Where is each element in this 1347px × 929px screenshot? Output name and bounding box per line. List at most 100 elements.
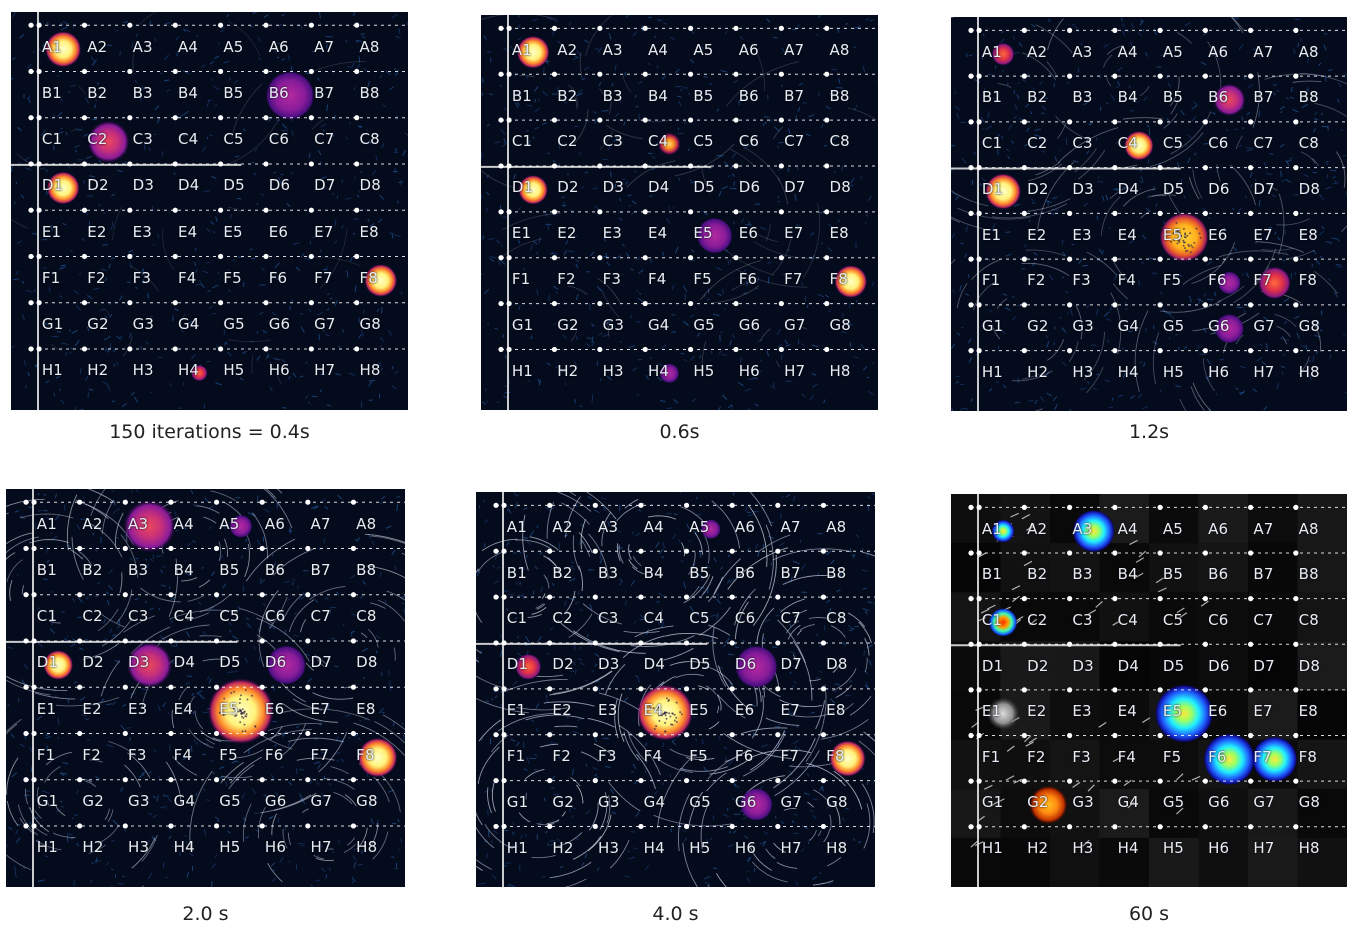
grid-dot bbox=[729, 732, 735, 738]
blob-H4 bbox=[191, 364, 208, 382]
grid-dot bbox=[1248, 210, 1254, 216]
grid-dot bbox=[350, 684, 357, 690]
grid-dot bbox=[28, 346, 34, 352]
grid-dot bbox=[354, 68, 360, 75]
grid-cell-label: A2 bbox=[87, 37, 108, 56]
grid-dot bbox=[778, 117, 784, 123]
grid-cell-label: A3 bbox=[128, 514, 149, 533]
grid-cell-label: B2 bbox=[552, 563, 573, 582]
grid-dot bbox=[733, 163, 739, 169]
grid-dot bbox=[308, 300, 314, 306]
grid-dot bbox=[968, 348, 974, 354]
grid-dot bbox=[127, 346, 133, 352]
grid-dot bbox=[172, 253, 178, 260]
grid-dot bbox=[506, 300, 512, 307]
grid-cell-label: C4 bbox=[177, 130, 199, 149]
grid-dot bbox=[308, 161, 314, 167]
grid-dot bbox=[733, 255, 739, 261]
grid-dot bbox=[1248, 256, 1254, 262]
grid-cell-label: A7 bbox=[780, 517, 801, 536]
grid-cell-label: F4 bbox=[173, 745, 193, 764]
grid-dot bbox=[968, 641, 974, 647]
grid-cell-label: C6 bbox=[268, 130, 290, 149]
grid-dot bbox=[498, 163, 504, 169]
grid-dot bbox=[218, 300, 224, 306]
grid-dot bbox=[263, 115, 269, 121]
grid-dot bbox=[1067, 641, 1073, 647]
grid-cell-label: F2 bbox=[1027, 271, 1046, 290]
grid-cell-label: G4 bbox=[643, 792, 666, 811]
grid-cell-label: B6 bbox=[268, 83, 289, 102]
grid-cell-label: C3 bbox=[1072, 610, 1093, 629]
grid-cell-label: F8 bbox=[1298, 747, 1318, 766]
grid-cell-label: A5 bbox=[219, 514, 240, 533]
grid-dot bbox=[775, 823, 781, 830]
grid-dot bbox=[501, 502, 507, 508]
grid-cell-label: B4 bbox=[643, 563, 664, 582]
grid-dot bbox=[775, 777, 781, 784]
grid-cell-label: E4 bbox=[647, 224, 668, 243]
grid-dot bbox=[501, 594, 507, 600]
grid-cell-label: E1 bbox=[41, 222, 62, 241]
grid-dot bbox=[976, 348, 982, 354]
grid-dot bbox=[820, 548, 827, 554]
grid-dot bbox=[493, 732, 499, 738]
grid-dot bbox=[642, 300, 648, 307]
grid-dot bbox=[127, 300, 133, 306]
grid-dot bbox=[683, 640, 690, 646]
blob-G6 bbox=[739, 788, 773, 821]
grid-dot bbox=[493, 823, 499, 830]
grid-cell-label: B5 bbox=[1162, 88, 1184, 107]
grid-dot bbox=[968, 550, 974, 556]
grid-cell-label: G8 bbox=[826, 792, 848, 811]
grid-cell-label: D7 bbox=[1253, 179, 1275, 198]
grid-cell-label: E7 bbox=[1253, 702, 1273, 721]
grid-dot bbox=[1202, 73, 1208, 79]
grid-dot bbox=[305, 638, 311, 644]
grid-cell-label: G4 bbox=[1117, 317, 1140, 336]
grid-cell-label: G2 bbox=[552, 792, 574, 811]
grid-cell-label: A1 bbox=[36, 514, 58, 533]
grid-dot bbox=[597, 300, 603, 307]
grid-dot bbox=[729, 594, 735, 600]
grid-dot bbox=[729, 502, 735, 508]
grid-cell-label: C7 bbox=[1253, 134, 1274, 153]
grid-dot bbox=[1021, 256, 1027, 262]
grid-cell-label: F6 bbox=[268, 268, 288, 287]
grid-cell-label: E1 bbox=[36, 699, 57, 718]
grid-dot bbox=[23, 638, 29, 644]
grid-cell-label: A1 bbox=[981, 42, 1003, 61]
grid-cell-label: F1 bbox=[506, 747, 526, 766]
grid-dot bbox=[501, 548, 507, 554]
grid-dot bbox=[1021, 732, 1027, 739]
grid-dot bbox=[350, 638, 357, 644]
grid-dot bbox=[976, 641, 982, 647]
grid-dot bbox=[638, 686, 644, 692]
grid-dot bbox=[968, 732, 974, 739]
grid-cell-label: F5 bbox=[223, 268, 242, 287]
grid-cell-label: B1 bbox=[41, 83, 63, 102]
grid-cell-label: B3 bbox=[602, 86, 623, 105]
grid-dot bbox=[31, 638, 37, 644]
blob-F8 bbox=[357, 737, 398, 778]
grid-dot bbox=[259, 684, 265, 690]
grid-dot bbox=[778, 209, 784, 215]
grid-dot bbox=[172, 346, 178, 352]
grid-cell-label: H5 bbox=[1162, 362, 1185, 381]
grid-dot bbox=[733, 209, 739, 215]
blob-D6 bbox=[266, 645, 307, 685]
grid-dot bbox=[23, 777, 29, 783]
grid-dot bbox=[778, 163, 784, 169]
panel-caption: 1.2s bbox=[1128, 421, 1170, 443]
grid-dot bbox=[81, 253, 88, 260]
background bbox=[6, 489, 405, 887]
grid-dot bbox=[642, 71, 648, 77]
grid-dot bbox=[733, 346, 739, 353]
grid-dot bbox=[1067, 348, 1073, 354]
grid-dot bbox=[1112, 550, 1118, 556]
grid-cell-label: B7 bbox=[1253, 88, 1274, 107]
grid-dot bbox=[1293, 504, 1299, 510]
grid-dot bbox=[1067, 302, 1073, 308]
grid-cell-label: H3 bbox=[1072, 362, 1094, 381]
grid-dot bbox=[259, 777, 265, 783]
